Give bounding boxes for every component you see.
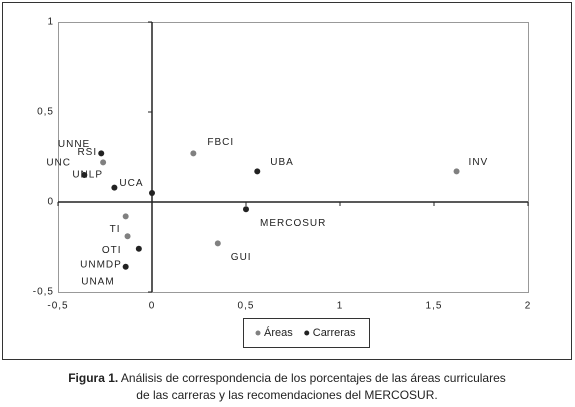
x-tick-label: 0	[149, 301, 156, 312]
caption-line: Figura 1. Análisis de correspondencia de…	[68, 371, 506, 385]
point-label: UNLP	[72, 170, 103, 181]
figure-frame	[2, 2, 572, 360]
point	[122, 263, 129, 270]
point	[124, 233, 131, 240]
point-label: OTI	[102, 245, 122, 256]
x-tick-label: 0,5	[238, 301, 255, 312]
point-label: MERCOSUR	[260, 218, 326, 229]
y-tick-label: 0,5	[37, 107, 54, 118]
plot-frame	[58, 22, 529, 293]
point-label: FBCI	[207, 137, 234, 148]
point	[453, 168, 460, 175]
x-tick-label: 1,5	[426, 301, 443, 312]
point-label: GUI	[231, 252, 252, 263]
point-label: UNMDP	[80, 259, 122, 270]
caption-label: Figura 1.	[68, 371, 118, 385]
point	[190, 150, 197, 157]
legend-marker	[255, 330, 261, 336]
point-label: UNNE	[58, 139, 90, 150]
x-tick-label: 1	[337, 301, 344, 312]
point	[100, 159, 107, 166]
point	[243, 206, 249, 213]
legend-marker	[304, 330, 310, 336]
point-label: UBA	[270, 157, 294, 168]
y-tick-label: 0	[47, 197, 54, 208]
point	[98, 150, 105, 157]
point-label: INV	[469, 157, 489, 168]
point	[149, 190, 155, 196]
legend-label: Áreas	[264, 326, 293, 339]
point-label: TI	[110, 224, 121, 235]
y-tick-label: -0,5	[33, 287, 54, 298]
point-label: UCA	[119, 178, 143, 189]
x-tick-label: -0,5	[47, 301, 68, 312]
point	[135, 245, 142, 252]
point	[81, 172, 88, 178]
point	[214, 240, 221, 247]
point-label: RSI	[77, 147, 97, 158]
point-label: UNC	[46, 158, 71, 169]
legend-box	[243, 318, 370, 348]
x-tick-label: 2	[525, 301, 532, 312]
point-label: UNAM	[81, 276, 114, 287]
legend-label: Carreras	[313, 327, 356, 339]
point	[122, 213, 129, 220]
point	[254, 168, 261, 175]
y-tick-label: 1	[47, 17, 54, 28]
point	[111, 184, 118, 191]
caption-line: de las carreras y las recomendaciones de…	[136, 388, 437, 402]
caption-text: Análisis de correspondencia de los porce…	[121, 371, 506, 385]
